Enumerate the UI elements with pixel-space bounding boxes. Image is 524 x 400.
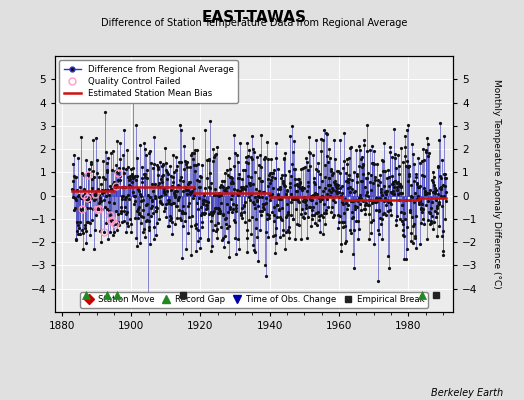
Text: Berkeley Earth: Berkeley Earth bbox=[431, 388, 503, 398]
Legend: Station Move, Record Gap, Time of Obs. Change, Empirical Break: Station Move, Record Gap, Time of Obs. C… bbox=[81, 292, 428, 308]
Y-axis label: Monthly Temperature Anomaly Difference (°C): Monthly Temperature Anomaly Difference (… bbox=[492, 79, 500, 289]
Text: EAST-TAWAS: EAST-TAWAS bbox=[202, 10, 307, 25]
Text: Difference of Station Temperature Data from Regional Average: Difference of Station Temperature Data f… bbox=[101, 18, 407, 28]
